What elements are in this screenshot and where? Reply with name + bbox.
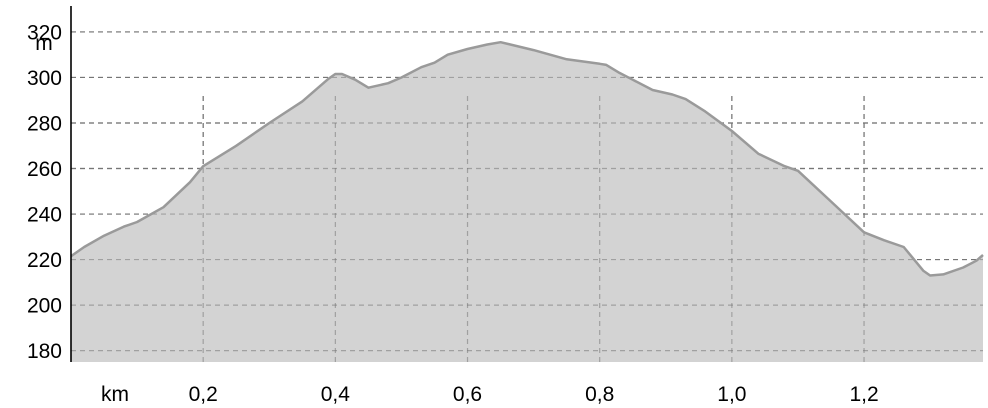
horizontal-gridlines-overlay xyxy=(71,31,983,352)
x-tick-label-0: 0,2 xyxy=(189,383,218,406)
y-tick-label-180: 180 xyxy=(27,340,62,363)
y-axis-unit-label: m xyxy=(35,32,53,55)
y-tick-label-240: 240 xyxy=(27,204,62,227)
x-tick-label-2: 0,6 xyxy=(453,383,482,406)
x-tick-label-5: 1,2 xyxy=(849,383,878,406)
x-tick-label-1: 0,4 xyxy=(321,383,351,406)
x-tick-labels: 0,2 0,4 0,6 0,8 1,0 1,2 xyxy=(189,383,879,406)
x-tick-label-3: 0,8 xyxy=(585,383,614,406)
y-tick-label-280: 280 xyxy=(27,112,62,135)
x-axis-unit-label: km xyxy=(101,383,129,406)
elevation-area xyxy=(71,42,983,362)
y-tick-label-320: 320 xyxy=(27,21,62,44)
y-tick-label-300: 300 xyxy=(27,67,62,90)
y-tick-label-260: 260 xyxy=(27,158,62,181)
y-tick-label-200: 200 xyxy=(27,295,62,318)
elevation-line xyxy=(70,40,984,277)
y-tick-labels: 180 200 220 240 260 280 300 320 xyxy=(27,21,62,363)
y-tick-label-220: 220 xyxy=(27,249,62,272)
x-tick-label-4: 1,0 xyxy=(717,383,746,406)
